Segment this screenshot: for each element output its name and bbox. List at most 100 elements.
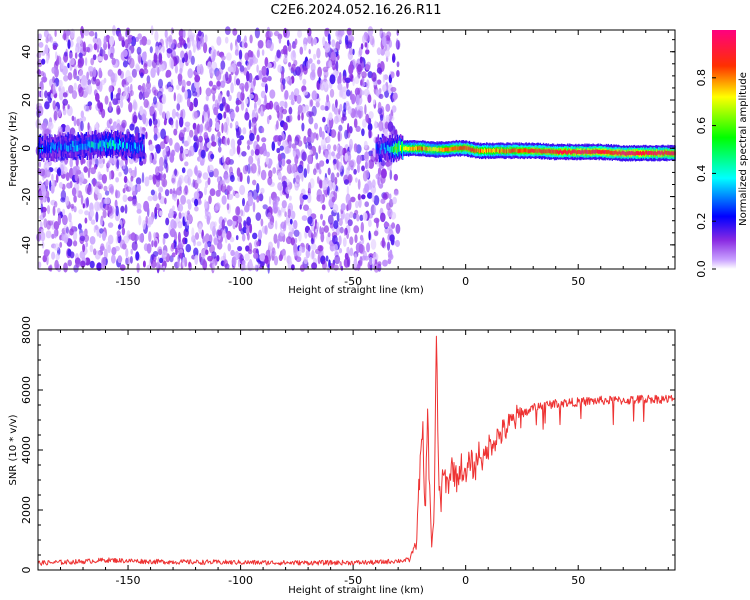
noise-speckle bbox=[244, 42, 248, 49]
signal-band-segment bbox=[668, 150, 670, 155]
noise-speckle bbox=[343, 179, 350, 185]
noise-speckle bbox=[187, 135, 191, 145]
snr-y-axis-label: SNR (10 * v/v) bbox=[8, 414, 19, 485]
noise-speckle bbox=[117, 255, 123, 264]
noise-speckle bbox=[221, 96, 226, 107]
noise-speckle bbox=[131, 241, 138, 251]
signal-band-segment bbox=[617, 151, 620, 156]
signal-band-segment bbox=[548, 149, 551, 154]
noise-speckle bbox=[148, 144, 155, 152]
noise-speckle bbox=[153, 133, 158, 141]
signal-band-segment bbox=[47, 141, 49, 153]
noise-speckle bbox=[117, 87, 122, 95]
signal-band-segment bbox=[454, 146, 456, 150]
noise-speckle bbox=[58, 90, 63, 101]
noise-speckle bbox=[112, 121, 118, 130]
noise-speckle bbox=[363, 151, 370, 162]
noise-speckle bbox=[230, 249, 235, 257]
noise-speckle bbox=[220, 60, 226, 70]
signal-band-segment bbox=[437, 147, 439, 152]
signal-band-segment bbox=[586, 149, 588, 154]
noise-speckle bbox=[132, 114, 138, 124]
noise-speckle bbox=[364, 104, 367, 115]
noise-speckle bbox=[72, 166, 76, 176]
noise-speckle bbox=[170, 79, 174, 86]
noise-speckle bbox=[262, 204, 268, 210]
signal-band-segment bbox=[53, 143, 55, 150]
noise-speckle bbox=[145, 81, 152, 90]
noise-speckle bbox=[322, 36, 326, 47]
noise-speckle bbox=[271, 141, 276, 152]
noise-speckle bbox=[127, 256, 130, 267]
noise-speckle bbox=[121, 227, 126, 236]
noise-speckle bbox=[104, 197, 111, 205]
noise-speckle bbox=[285, 115, 291, 123]
noise-speckle bbox=[305, 249, 310, 259]
noise-speckle bbox=[393, 173, 398, 181]
noise-speckle bbox=[206, 240, 212, 248]
noise-speckle bbox=[70, 203, 75, 209]
noise-speckle bbox=[184, 257, 188, 268]
noise-speckle bbox=[53, 243, 60, 251]
signal-band-segment bbox=[113, 140, 115, 147]
noise-speckle bbox=[364, 201, 370, 208]
noise-speckle bbox=[321, 179, 328, 191]
noise-speckle bbox=[188, 49, 192, 60]
noise-speckle bbox=[224, 36, 229, 44]
noise-speckle bbox=[40, 203, 44, 214]
signal-band-segment bbox=[59, 141, 61, 148]
signal-band-segment bbox=[54, 144, 56, 151]
signal-band-segment bbox=[412, 146, 414, 151]
signal-band-segment bbox=[61, 144, 63, 151]
signal-band-segment bbox=[587, 150, 589, 155]
signal-band-segment bbox=[68, 145, 70, 152]
signal-band-segment bbox=[384, 141, 387, 153]
noise-speckle bbox=[54, 29, 57, 37]
noise-speckle bbox=[364, 42, 368, 48]
signal-band-segment bbox=[551, 149, 554, 154]
noise-speckle bbox=[319, 126, 323, 138]
signal-band-segment bbox=[62, 139, 64, 151]
noise-speckle bbox=[303, 204, 309, 211]
x-tick-label: 50 bbox=[571, 275, 585, 288]
noise-speckle bbox=[77, 223, 82, 230]
noise-speckle bbox=[87, 167, 91, 179]
noise-speckle bbox=[353, 168, 357, 175]
signal-band-segment bbox=[108, 140, 111, 147]
noise-speckle bbox=[130, 83, 133, 93]
noise-speckle bbox=[91, 154, 96, 166]
signal-band-segment bbox=[131, 145, 133, 152]
noise-speckle bbox=[261, 82, 267, 88]
noise-speckle bbox=[324, 124, 328, 131]
noise-speckle bbox=[313, 37, 317, 46]
noise-speckle bbox=[386, 241, 391, 251]
signal-band-segment bbox=[570, 150, 572, 155]
noise-speckle bbox=[44, 101, 50, 110]
noise-speckle bbox=[129, 123, 135, 131]
noise-speckle bbox=[338, 124, 343, 132]
noise-speckle bbox=[142, 260, 146, 268]
noise-speckle bbox=[392, 55, 396, 62]
signal-band-segment bbox=[599, 149, 601, 154]
noise-speckle bbox=[378, 93, 384, 99]
noise-speckle bbox=[173, 92, 176, 102]
noise-speckle bbox=[174, 142, 181, 153]
noise-speckle bbox=[369, 35, 375, 46]
noise-speckle bbox=[376, 67, 382, 74]
x-tick-label: -100 bbox=[228, 574, 253, 587]
noise-speckle bbox=[268, 114, 272, 121]
signal-band-segment bbox=[93, 142, 96, 148]
noise-speckle bbox=[44, 128, 51, 135]
signal-band-segment bbox=[583, 150, 585, 155]
noise-speckle bbox=[146, 75, 151, 84]
noise-speckle bbox=[368, 128, 372, 139]
signal-band-segment bbox=[623, 151, 626, 156]
noise-speckle bbox=[266, 39, 272, 49]
noise-speckle bbox=[319, 180, 323, 189]
signal-band-segment bbox=[620, 151, 623, 156]
signal-band-segment bbox=[117, 143, 119, 150]
signal-band-segment bbox=[658, 150, 660, 155]
noise-speckle bbox=[277, 182, 283, 191]
noise-speckle bbox=[264, 225, 268, 235]
noise-speckle bbox=[80, 120, 84, 132]
